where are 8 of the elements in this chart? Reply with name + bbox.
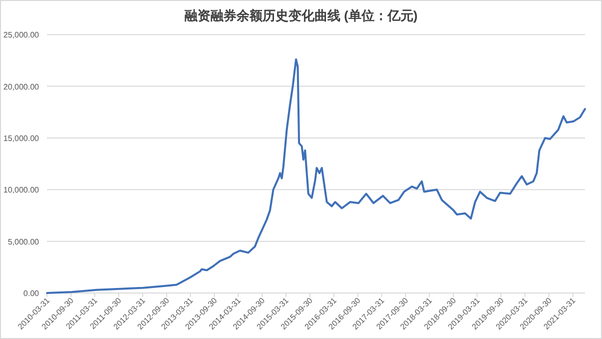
y-tick-label: 0.00 <box>23 289 40 298</box>
y-tick-label: 15,000.00 <box>3 134 40 143</box>
y-tick-label: 10,000.00 <box>3 186 40 195</box>
line-series <box>46 58 586 294</box>
chart-title: 融资融券余额历史变化曲线 (单位：亿元) <box>184 8 418 23</box>
y-tick-label: 5,000.00 <box>8 237 40 246</box>
y-tick-label: 25,000.00 <box>3 30 40 40</box>
y-tick-label: 20,000.00 <box>3 82 40 92</box>
